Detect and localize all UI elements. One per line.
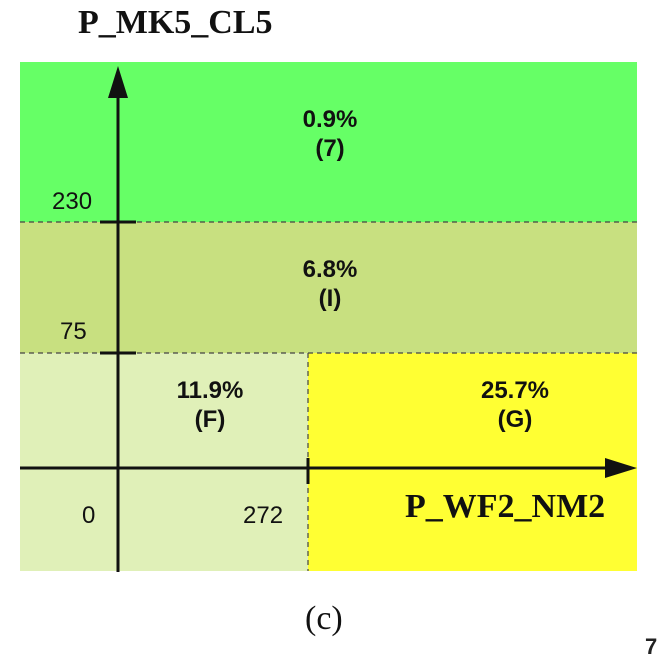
region-bottom-left-tag: (F) (194, 405, 226, 433)
x-axis-title: P_WF2_NM2 (405, 488, 606, 525)
region-bottom-left (20, 353, 308, 571)
y-axis-arrow (108, 66, 128, 98)
region-bottom-right-percent: 25.7% (480, 377, 550, 404)
region-bottom-right (308, 353, 637, 571)
x-axis-arrow (605, 458, 637, 478)
region-bottom-right-label: 25.7% (G) (455, 377, 575, 435)
region-middle-label: 6.8% (I) (280, 256, 380, 314)
x-tick-label-0: 0 (82, 502, 96, 529)
region-bottom-right-tag: (G) (497, 405, 533, 433)
region-bottom-left-label: 11.9% (F) (155, 377, 265, 435)
y-tick-label-75: 75 (60, 318, 87, 345)
region-middle-tag: (I) (318, 284, 342, 312)
y-tick-label-230: 230 (52, 188, 93, 215)
region-middle-percent: 6.8% (302, 256, 358, 283)
region-top-label: 0.9% (7) (280, 106, 380, 164)
region-middle (20, 222, 637, 353)
region-bottom-left-percent: 11.9% (176, 377, 244, 404)
figure-caption: (c) (305, 600, 343, 637)
x-tick-label-272: 272 (243, 502, 284, 529)
corner-mark: 7 (645, 634, 658, 659)
y-axis-title: P_MK5_CL5 (78, 4, 273, 41)
region-top-tag: (7) (315, 134, 345, 162)
region-top-percent: 0.9% (302, 106, 358, 133)
